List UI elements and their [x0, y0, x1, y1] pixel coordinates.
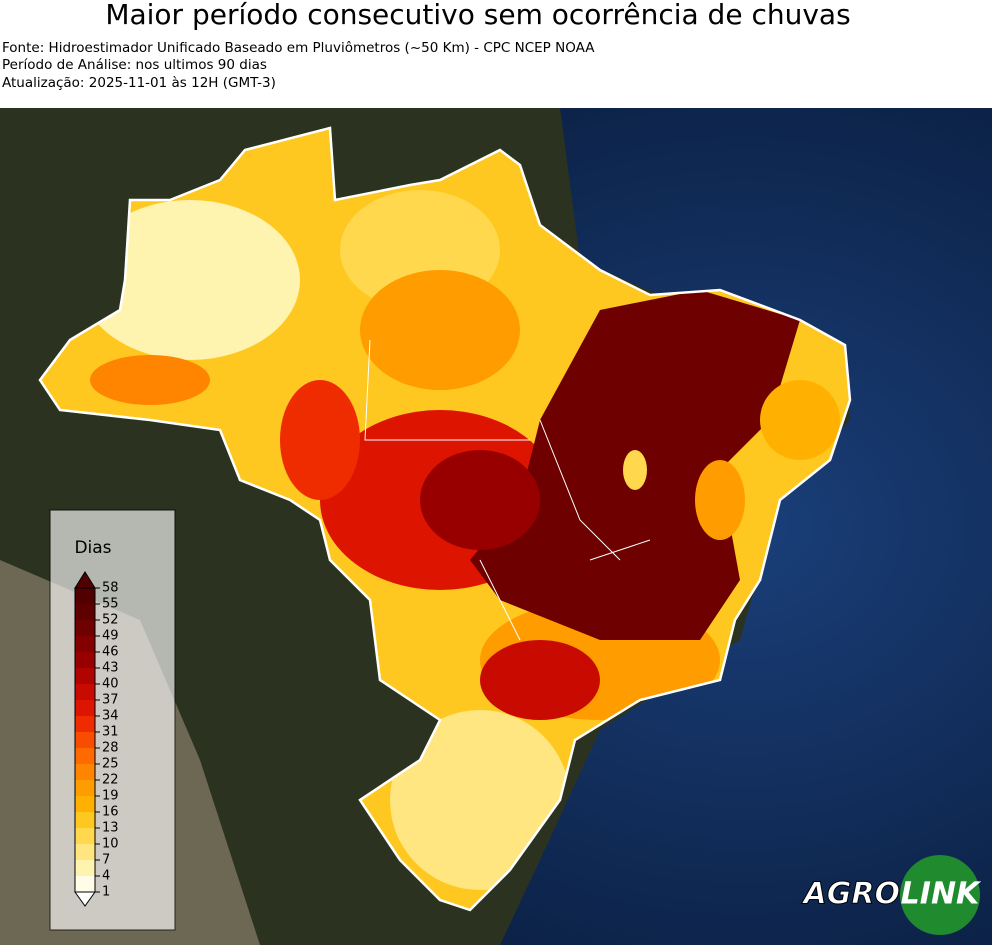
colorbar-tick-label: 7 — [102, 853, 110, 868]
colorbar-segment — [75, 668, 95, 684]
subtitle: Período de Análise: nos ultimos 90 dias — [2, 57, 267, 73]
legend-title: Dias — [74, 538, 111, 558]
colorbar-segment — [75, 700, 95, 716]
colorbar-tick-label: 16 — [102, 805, 119, 820]
colorbar-segment — [75, 652, 95, 668]
colorbar-tick-label: 58 — [102, 581, 119, 596]
colorbar-segment — [75, 796, 95, 812]
logo-circle — [900, 855, 980, 935]
colorbar-tick-label: 55 — [102, 597, 119, 612]
colorbar-tick-label: 31 — [102, 725, 119, 740]
colorbar-segment — [75, 636, 95, 652]
colorbar-segment — [75, 732, 95, 748]
colorbar-tick-label: 46 — [102, 645, 119, 660]
colorbar-tick-label: 13 — [102, 821, 119, 836]
colorbar-tick-label: 49 — [102, 629, 119, 644]
colorbar-tick-label: 34 — [102, 709, 119, 724]
logo-text: LINK — [901, 877, 982, 912]
colorbar-tick-label: 22 — [102, 773, 119, 788]
colorbar-tick-label: 37 — [102, 693, 119, 708]
colorbar-tick-label: 25 — [102, 757, 119, 772]
colorbar-segment — [75, 812, 95, 828]
legend: Dias 14710131619222528313437404346495255… — [49, 509, 176, 931]
colorbar-segment — [75, 828, 95, 844]
colorbar-frame — [74, 587, 96, 893]
colorbar-tick-label: 28 — [102, 741, 119, 756]
colorbar-segment — [75, 588, 95, 604]
colorbar-segment — [75, 876, 95, 892]
colorbar-segment — [75, 780, 95, 796]
colorbar-tick-label: 52 — [102, 613, 119, 628]
colorbar-segment — [75, 764, 95, 780]
subtitle: Atualização: 2025-11-01 às 12H (GMT-3) — [2, 75, 276, 91]
subtitle: Fonte: Hidroestimador Unificado Baseado … — [2, 40, 595, 56]
colorbar-segment — [75, 604, 95, 620]
logo-text: AGRO — [802, 877, 900, 912]
logo: AGRO LINK — [801, 855, 982, 935]
colorbar-segment — [75, 716, 95, 732]
state-lines — [364, 339, 651, 641]
colorbar-segment — [75, 860, 95, 876]
colorbar-segment — [75, 748, 95, 764]
colorbar-segment — [75, 620, 95, 636]
colorbar-segment — [75, 684, 95, 700]
rain-field — [80, 190, 840, 890]
colorbar-tick-label: 1 — [102, 885, 110, 900]
legend-box — [49, 509, 176, 931]
colorbar-tick-label: 10 — [102, 837, 119, 852]
colorbar-tick-label: 40 — [102, 677, 119, 692]
colorbar-segment — [75, 844, 95, 860]
colorbar-tick-label: 4 — [102, 869, 110, 884]
colorbar-tick-label: 19 — [102, 789, 119, 804]
title: Maior período consecutivo sem ocorrência… — [105, 0, 850, 31]
colorbar-tick-label: 43 — [102, 661, 119, 676]
